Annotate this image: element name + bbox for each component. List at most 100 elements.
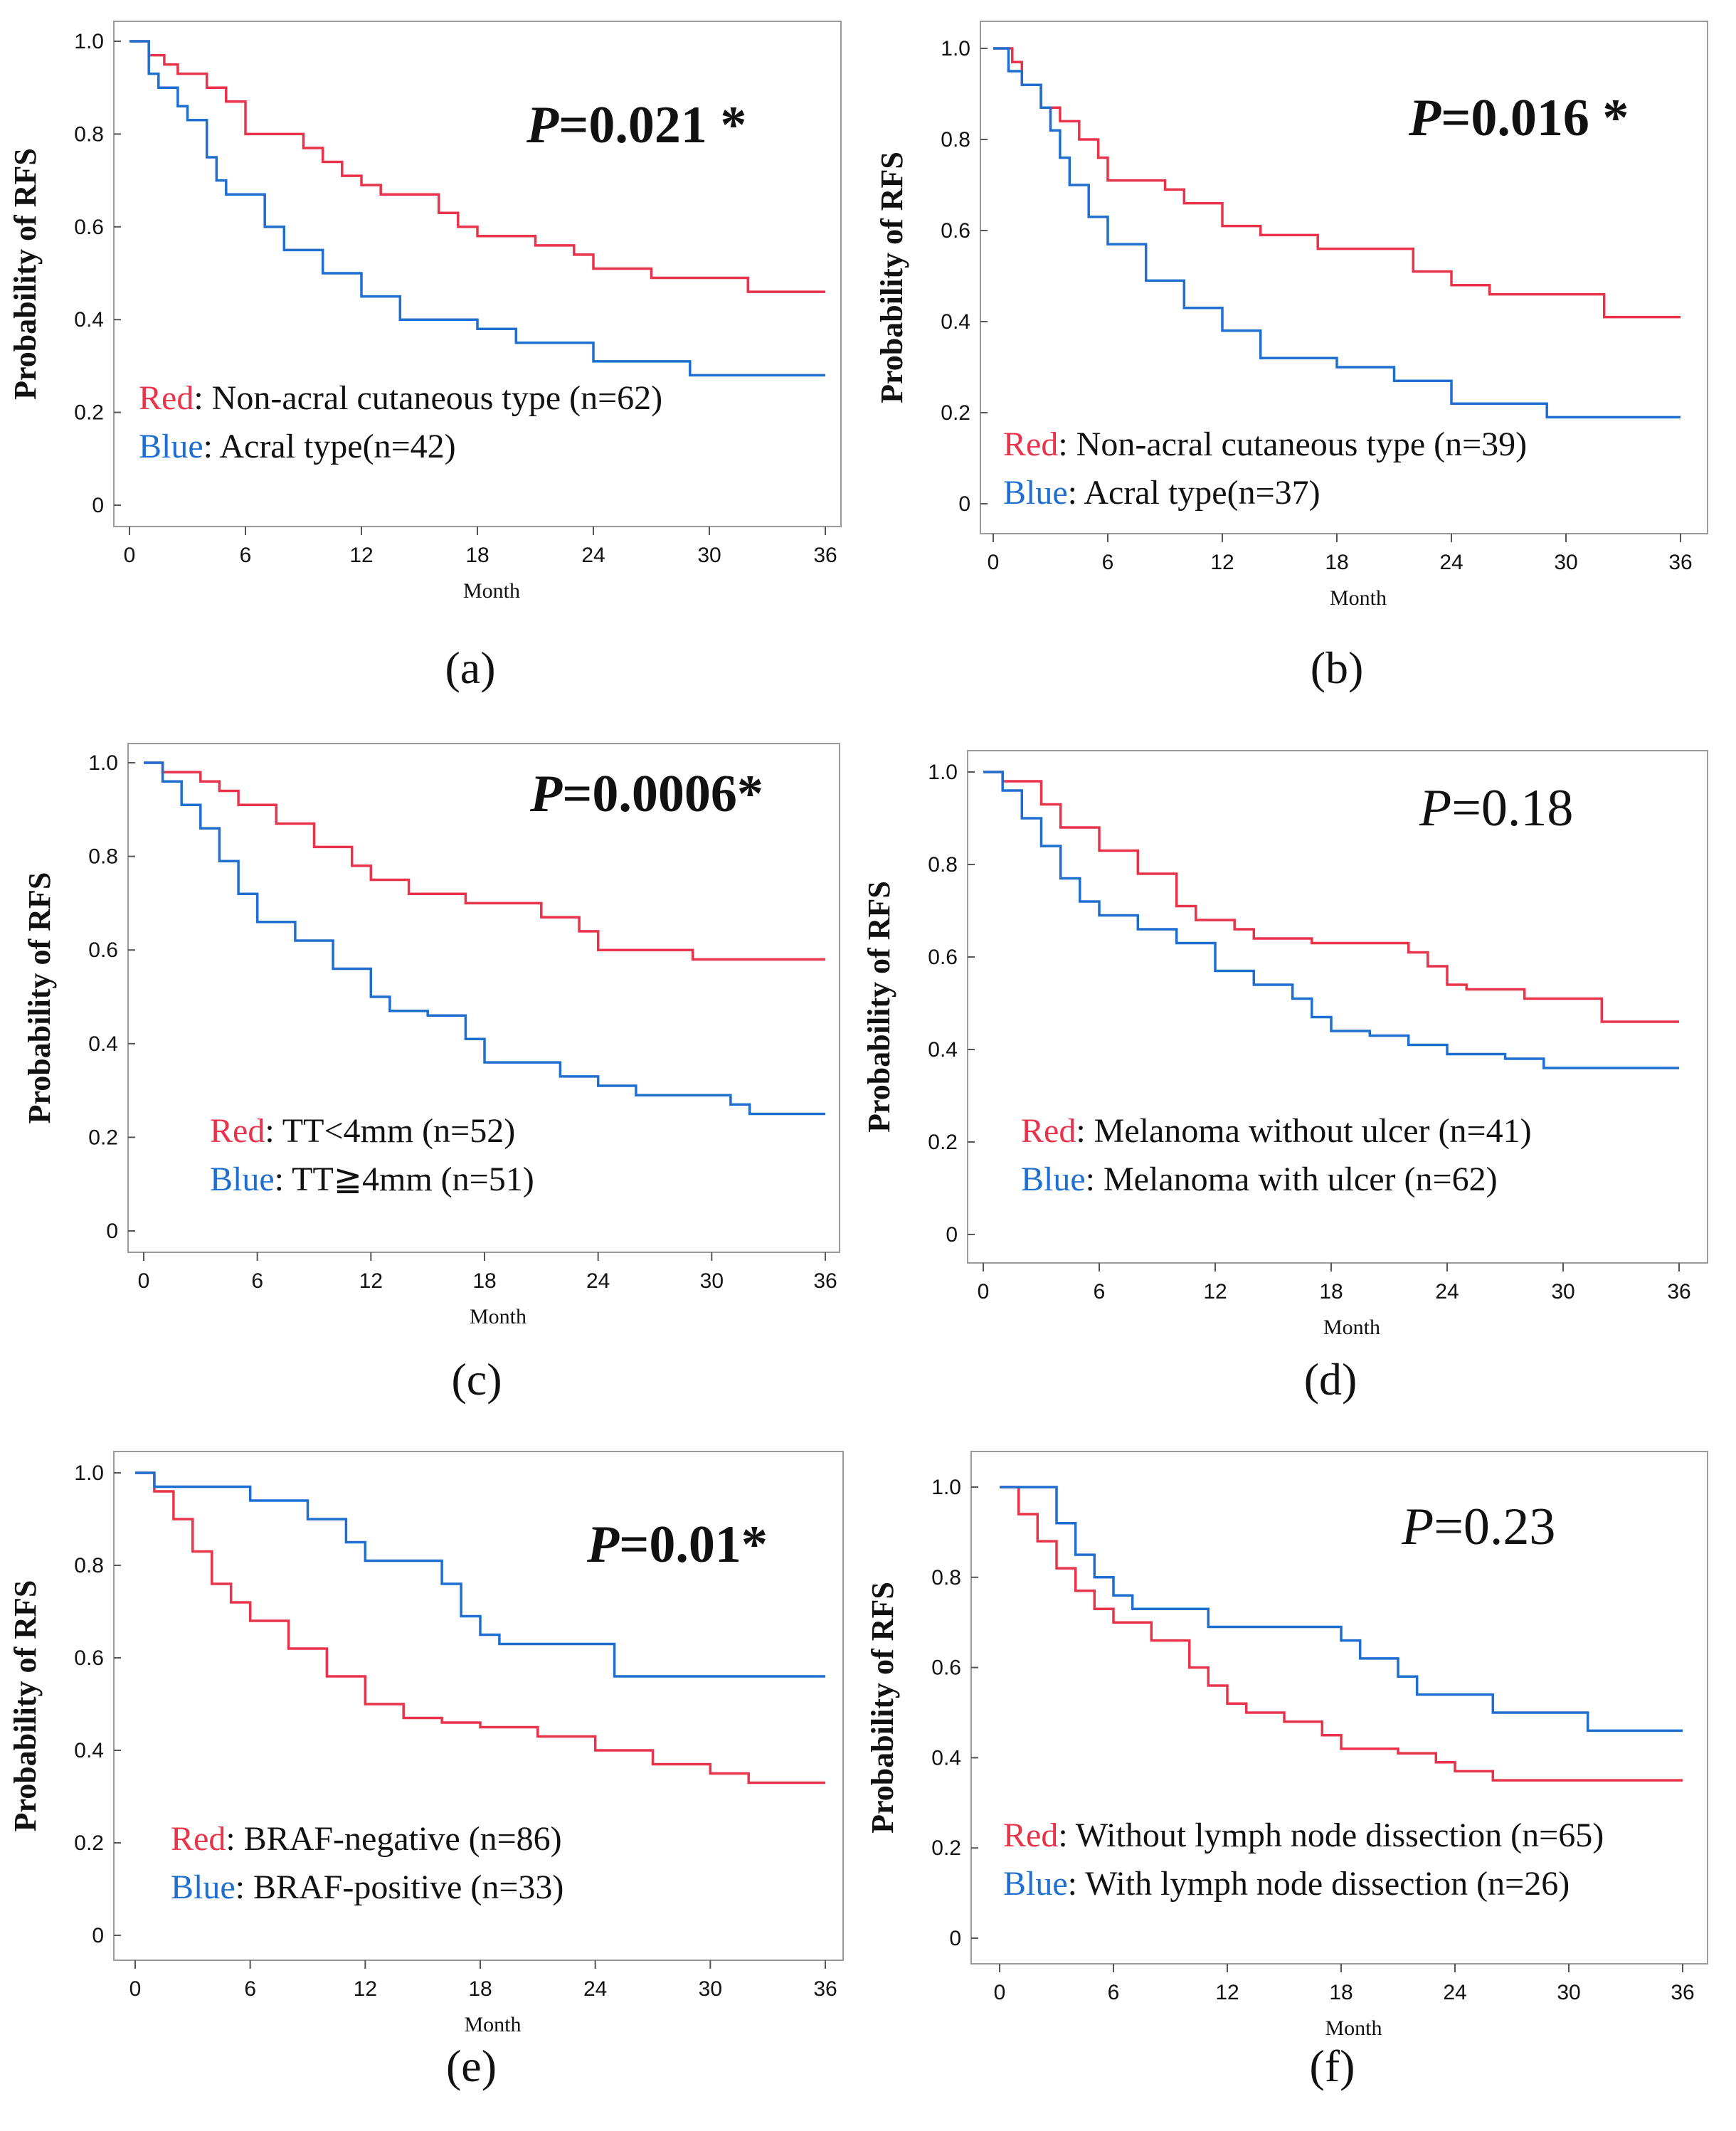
x-tick-label: 18 xyxy=(468,1977,492,2001)
x-tick-label: 24 xyxy=(1439,551,1463,574)
x-tick-label: 24 xyxy=(1443,1981,1466,2004)
x-tick-label: 0 xyxy=(129,1977,142,2001)
y-tick-label: 0.6 xyxy=(931,1656,961,1680)
legend-entry-red: Red: Melanoma without ulcer (n=41) xyxy=(1021,1112,1532,1150)
x-tick-label: 0 xyxy=(988,551,1000,574)
x-tick-label: 6 xyxy=(240,544,252,567)
km-panel-2: 0 0.2 0.4 0.6 0.8 1.0 0 6 12 18 24 30 36 Month Probabi… xyxy=(874,21,1708,693)
x-tick-label: 6 xyxy=(1094,1280,1106,1304)
plot-frame xyxy=(967,750,1708,1264)
x-tick-label: 18 xyxy=(465,544,489,567)
x-tick-label: 12 xyxy=(1210,551,1234,574)
x-tick-label: 6 xyxy=(1108,1981,1120,2004)
x-tick-label: 0 xyxy=(994,1981,1006,2004)
km-panel-3: 0 0.2 0.4 0.6 0.8 1.0 0 6 12 18 24 30 36 Month Probabi… xyxy=(22,743,840,1405)
p-value-annotation: P=0.18 xyxy=(1419,779,1573,837)
y-tick-label: 0.2 xyxy=(74,1831,104,1855)
x-tick-label: 24 xyxy=(1435,1280,1459,1304)
y-tick-label: 0 xyxy=(106,1220,118,1243)
legend-entry-blue: Blue: TT≧4mm (n=51) xyxy=(210,1160,534,1198)
plot-frame xyxy=(970,1451,1708,1965)
x-axis-title: Month xyxy=(463,579,520,603)
y-tick-label: 0 xyxy=(92,1924,104,1947)
km-panel-4: 0 0.2 0.4 0.6 0.8 1.0 0 6 12 18 24 30 36 Month Probabi… xyxy=(862,750,1708,1405)
p-value-annotation: P=0.0006* xyxy=(529,765,763,823)
km-curve-red xyxy=(144,761,825,961)
km-curve-red xyxy=(983,771,1679,1023)
y-tick-label: 0.6 xyxy=(74,216,104,239)
x-tick-label: 6 xyxy=(1102,551,1114,574)
legend-entry-blue: Blue: Melanoma with ulcer (n=62) xyxy=(1021,1160,1498,1198)
y-tick-label: 1.0 xyxy=(931,1476,961,1499)
x-tick-label: 30 xyxy=(700,1269,724,1293)
legend-entry-red: Red: Non-acral cutaneous type (n=39) xyxy=(1003,425,1527,463)
panel-caption: (f) xyxy=(1310,2041,1355,2091)
x-tick-label: 36 xyxy=(1668,551,1692,574)
x-tick-label: 36 xyxy=(813,544,837,567)
y-tick-label: 0.4 xyxy=(88,1032,118,1056)
km-curve-red xyxy=(129,40,825,293)
y-tick-label: 0.6 xyxy=(941,219,970,243)
x-axis-title: Month xyxy=(470,1305,526,1328)
y-tick-label: 0.8 xyxy=(941,128,970,152)
x-axis-title: Month xyxy=(1330,586,1387,610)
x-tick-label: 12 xyxy=(1215,1981,1239,2004)
x-tick-label: 36 xyxy=(813,1269,837,1293)
y-tick-label: 1.0 xyxy=(74,30,104,53)
legend-entry-blue: Blue: Acral type(n=42) xyxy=(139,428,456,465)
x-tick-label: 36 xyxy=(1671,1981,1694,2004)
y-tick-label: 0.6 xyxy=(74,1646,104,1670)
x-tick-label: 18 xyxy=(472,1269,496,1293)
plot-frame xyxy=(113,21,842,527)
x-tick-label: 18 xyxy=(1329,1981,1353,2004)
km-curve-blue xyxy=(983,771,1679,1069)
km-curve-red xyxy=(135,1471,825,1784)
km-curve-blue xyxy=(144,761,825,1116)
legend-entry-red: Red: Without lymph node dissection (n=65… xyxy=(1003,1817,1604,1854)
legend-entry-red: Red: BRAF-negative (n=86) xyxy=(171,1820,562,1858)
y-tick-label: 0.2 xyxy=(941,401,970,425)
km-curve-blue xyxy=(1000,1486,1683,1733)
x-tick-label: 30 xyxy=(699,1977,722,2001)
y-axis-title: Probability of RFS xyxy=(8,1580,43,1832)
panel-caption: (a) xyxy=(445,643,495,693)
y-axis-title: Probability of RFS xyxy=(865,1582,900,1834)
y-tick-label: 1.0 xyxy=(941,37,970,60)
km-panel-6: 0 0.2 0.4 0.6 0.8 1.0 0 6 12 18 24 30 36 Month Probabi… xyxy=(865,1451,1708,2091)
x-tick-label: 18 xyxy=(1319,1280,1343,1304)
x-axis-title: Month xyxy=(1325,2016,1382,2040)
y-tick-label: 0.8 xyxy=(931,1566,961,1590)
y-axis-title: Probability of RFS xyxy=(874,152,909,403)
legend-entry-red: Red: Non-acral cutaneous type (n=62) xyxy=(139,379,662,417)
x-tick-label: 30 xyxy=(1551,1280,1574,1304)
plot-frame xyxy=(980,21,1708,534)
y-tick-label: 0.8 xyxy=(928,853,958,877)
y-tick-label: 0.4 xyxy=(74,1739,104,1762)
x-tick-label: 12 xyxy=(354,1977,377,2001)
legend-entry-red: Red: TT<4mm (n=52) xyxy=(210,1112,515,1150)
x-tick-label: 30 xyxy=(1554,551,1577,574)
y-tick-label: 1.0 xyxy=(88,751,118,775)
p-value-annotation: P=0.016 * xyxy=(1408,89,1629,147)
panel-caption: (c) xyxy=(451,1354,502,1405)
y-tick-label: 1.0 xyxy=(74,1461,104,1485)
x-tick-label: 0 xyxy=(124,544,136,567)
x-tick-label: 18 xyxy=(1325,551,1348,574)
y-tick-label: 0.2 xyxy=(928,1131,958,1154)
plot-frame xyxy=(113,1451,844,1961)
y-tick-label: 0 xyxy=(949,1927,961,1950)
legend-entry-blue: Blue: Acral type(n=37) xyxy=(1003,474,1320,512)
panel-caption: (e) xyxy=(446,2041,497,2091)
y-tick-label: 0.8 xyxy=(74,1554,104,1577)
legend-entry-blue: Blue: With lymph node dissection (n=26) xyxy=(1003,1865,1570,1903)
y-tick-label: 0.6 xyxy=(928,946,958,969)
p-value-annotation: P=0.021 * xyxy=(526,96,746,154)
x-axis-title: Month xyxy=(1323,1316,1380,1339)
y-tick-label: 0.4 xyxy=(941,310,970,334)
x-tick-label: 12 xyxy=(1203,1280,1227,1304)
y-tick-label: 0.2 xyxy=(931,1836,961,1860)
km-curve-blue xyxy=(129,40,825,377)
y-tick-label: 0.2 xyxy=(88,1126,118,1149)
p-value-annotation: P=0.01* xyxy=(586,1516,768,1574)
